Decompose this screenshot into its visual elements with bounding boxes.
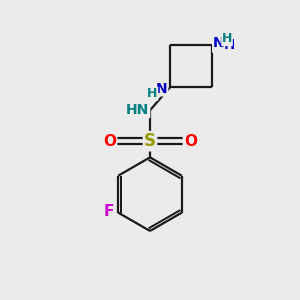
Text: N: N (156, 82, 168, 96)
Text: S: S (144, 132, 156, 150)
Text: O: O (184, 134, 197, 149)
Text: N: N (213, 36, 225, 50)
Text: H: H (147, 87, 158, 100)
Text: H: H (222, 32, 232, 46)
Text: O: O (103, 134, 116, 149)
Text: F: F (103, 204, 114, 219)
Text: HN: HN (126, 103, 149, 117)
Text: NH: NH (213, 38, 236, 52)
